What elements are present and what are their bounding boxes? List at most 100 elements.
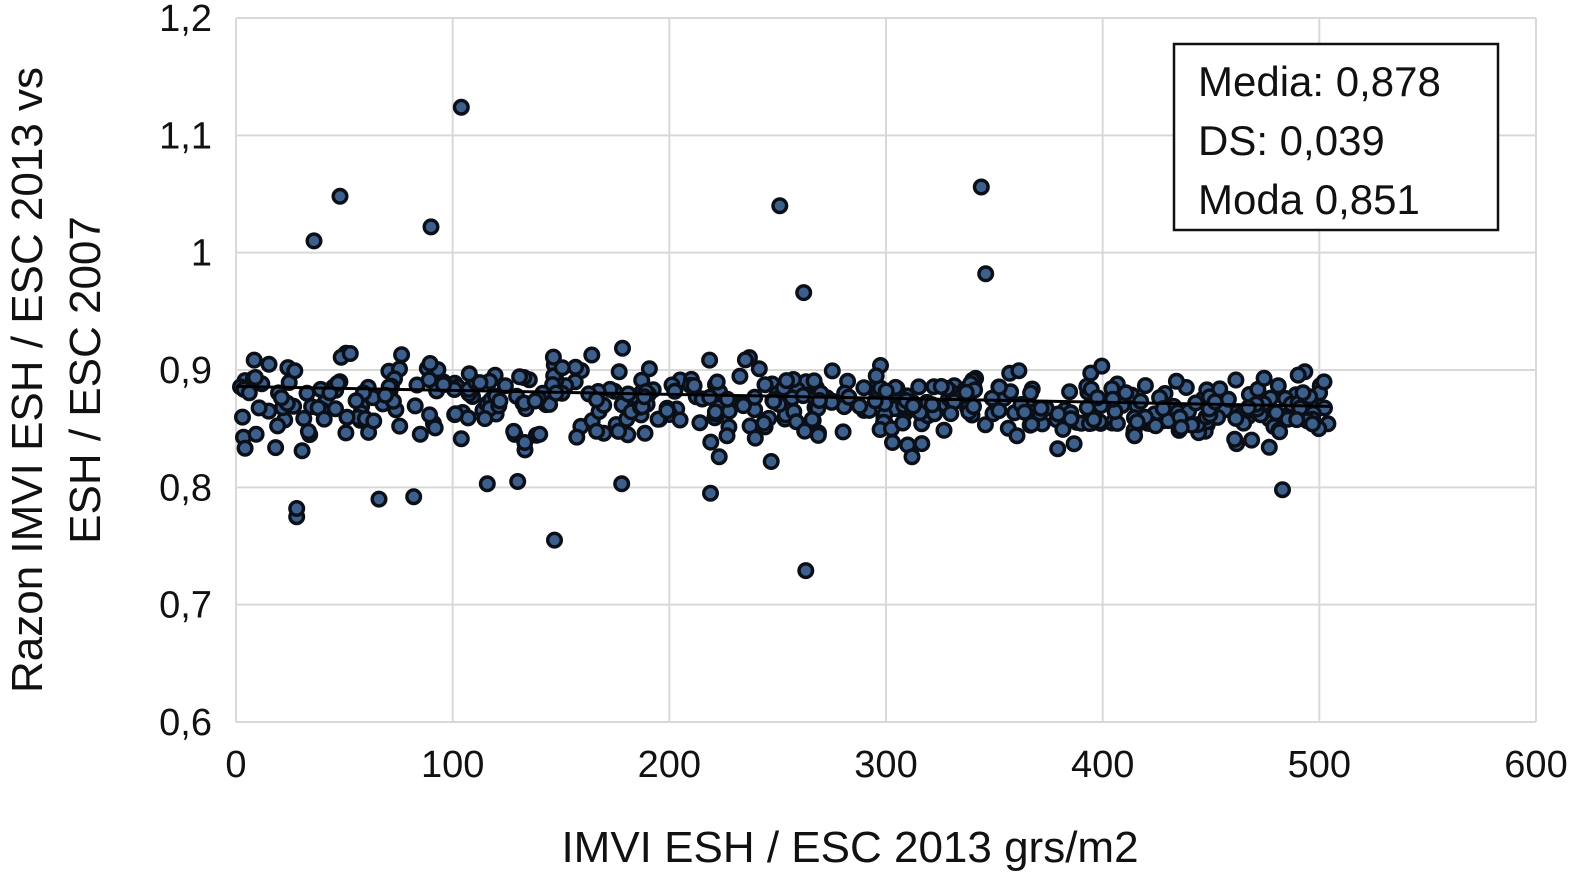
data-point-371 xyxy=(1167,372,1185,390)
data-point-480 xyxy=(1128,413,1146,431)
data-point-502 xyxy=(341,345,359,363)
data-point-138 xyxy=(1227,371,1245,389)
data-point-330 xyxy=(755,414,773,432)
data-point-100 xyxy=(884,434,902,452)
data-point-359 xyxy=(1255,369,1273,387)
data-point-509 xyxy=(904,397,922,415)
data-point-189 xyxy=(636,424,654,442)
data-point-493 xyxy=(658,402,676,420)
data-point-167 xyxy=(452,430,470,448)
data-point-507 xyxy=(910,378,928,396)
data-point-459 xyxy=(610,363,628,381)
data-point-518 xyxy=(797,562,815,580)
data-point-316 xyxy=(421,355,439,373)
trendline xyxy=(235,384,1331,408)
stats-box: Media: 0,878 DS: 0,039 Moda 0,851 xyxy=(1172,42,1500,232)
data-point-472 xyxy=(803,411,821,429)
data-point-328 xyxy=(942,405,960,423)
data-point-140 xyxy=(233,408,251,426)
data-point-512 xyxy=(305,232,323,250)
data-point-268 xyxy=(965,398,983,416)
data-point-436 xyxy=(736,351,754,369)
data-point-494 xyxy=(1062,410,1080,428)
data-point-254 xyxy=(247,425,265,443)
data-point-514 xyxy=(771,197,789,215)
data-point-487 xyxy=(471,374,489,392)
data-point-504 xyxy=(1239,399,1257,417)
data-point-289 xyxy=(614,339,632,357)
data-point-300 xyxy=(420,371,438,389)
data-point-500 xyxy=(329,374,347,392)
data-point-410 xyxy=(1294,384,1312,402)
x-tick-label-4: 400 xyxy=(1071,744,1134,786)
data-point-292 xyxy=(851,397,869,415)
data-point-530 xyxy=(762,453,780,471)
data-point-506 xyxy=(957,383,975,401)
data-point-525 xyxy=(405,488,423,506)
data-point-230 xyxy=(293,442,311,460)
data-point-454 xyxy=(877,382,895,400)
data-point-143 xyxy=(1008,427,1026,445)
data-point-511 xyxy=(331,187,349,205)
data-point-295 xyxy=(990,402,1008,420)
data-point-386 xyxy=(1154,400,1172,418)
data-point-432 xyxy=(588,391,606,409)
data-point-332 xyxy=(1023,415,1041,433)
data-point-137 xyxy=(260,355,278,373)
x-tick-label-5: 500 xyxy=(1288,744,1351,786)
y-tick-label-4: 1 xyxy=(191,233,212,275)
data-point-372 xyxy=(250,399,268,417)
data-point-403 xyxy=(365,412,383,430)
data-point-317 xyxy=(245,351,263,369)
data-point-385 xyxy=(913,435,931,453)
x-tick-label-6: 600 xyxy=(1504,744,1567,786)
data-point-278 xyxy=(1061,383,1079,401)
data-point-477 xyxy=(1303,415,1321,433)
data-point-383 xyxy=(935,421,953,439)
data-point-148 xyxy=(269,417,287,435)
data-point-222 xyxy=(756,376,774,394)
data-point-528 xyxy=(613,475,631,493)
data-point-430 xyxy=(1126,427,1144,445)
data-point-476 xyxy=(447,405,465,423)
data-point-52 xyxy=(1065,435,1083,453)
tick-labels: 0 100 200 300 400 500 600 0,6 0,7 0,8 0,9 1 1,1 1,2 xyxy=(159,0,1568,786)
y-axis-title: Razon IMVI ESH / ESC 2013 vs ESH / ESC 2… xyxy=(3,67,110,693)
data-point-250 xyxy=(391,417,409,435)
x-axis-title: IMVI ESH / ESC 2013 grs/m2 xyxy=(561,823,1138,872)
data-point-499 xyxy=(505,422,523,440)
data-point-503 xyxy=(706,403,724,421)
x-tick-label-0: 0 xyxy=(225,744,246,786)
data-point-527 xyxy=(478,475,496,493)
y-tick-label-2: 0,8 xyxy=(159,467,212,509)
x-tick-label-1: 100 xyxy=(421,744,484,786)
data-point-276 xyxy=(1136,377,1154,395)
data-point-498 xyxy=(588,422,606,440)
data-point-489 xyxy=(990,378,1008,396)
data-point-467 xyxy=(1206,393,1224,411)
trendline-layer xyxy=(235,384,1331,408)
data-point-483 xyxy=(1288,411,1306,429)
data-point-172 xyxy=(1243,431,1261,449)
data-point-396 xyxy=(1132,392,1150,410)
data-point-505 xyxy=(635,388,653,406)
data-point-243 xyxy=(1054,420,1072,438)
data-point-420 xyxy=(666,382,684,400)
data-point-513 xyxy=(422,218,440,236)
data-point-93 xyxy=(750,360,768,378)
data-point-521 xyxy=(288,500,306,518)
data-point-519 xyxy=(546,531,564,549)
data-point-475 xyxy=(1219,390,1237,408)
data-point-490 xyxy=(778,372,796,390)
data-point-261 xyxy=(640,360,658,378)
data-point-314 xyxy=(1260,438,1278,456)
y-axis-title-line-1: Razon IMVI ESH / ESC 2013 vs xyxy=(3,67,52,693)
data-point-236 xyxy=(976,416,994,434)
data-points xyxy=(231,98,1337,580)
data-point-163 xyxy=(531,425,549,443)
data-point-23 xyxy=(583,346,601,364)
data-point-279 xyxy=(731,367,749,385)
data-point-266 xyxy=(671,411,689,429)
data-point-515 xyxy=(972,178,990,196)
data-point-421 xyxy=(1315,373,1333,391)
